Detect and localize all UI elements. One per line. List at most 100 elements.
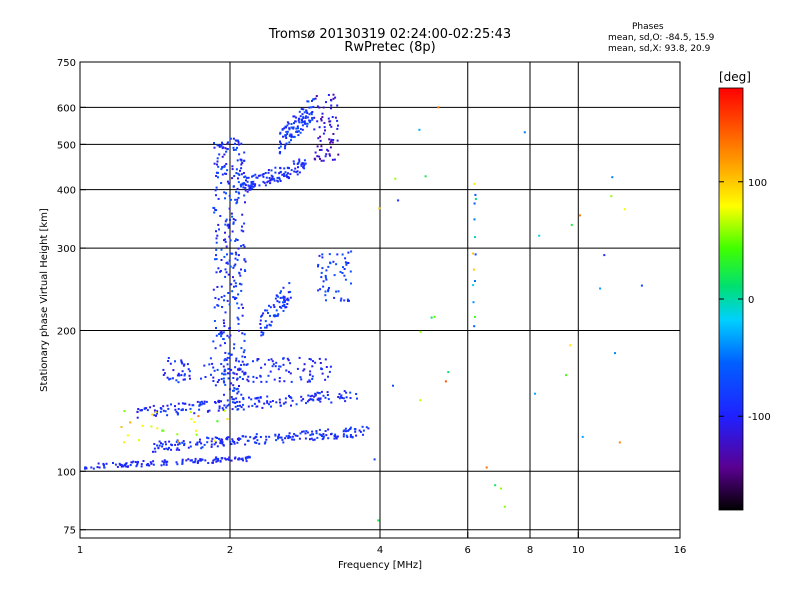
- data-point: [309, 434, 312, 437]
- data-point: [280, 142, 282, 145]
- data-point: [322, 106, 325, 109]
- data-point: [177, 381, 180, 384]
- data-point: [244, 456, 247, 459]
- phases-x-mode-stats: mean, sd,X: 93.8, 20.9: [608, 44, 711, 54]
- data-point: [181, 461, 184, 464]
- data-point: [261, 314, 264, 317]
- data-point: [334, 116, 337, 119]
- data-point: [195, 433, 198, 436]
- data-point: [285, 298, 288, 301]
- data-point: [239, 376, 242, 379]
- data-point: [302, 116, 305, 119]
- data-point: [327, 437, 330, 440]
- data-point: [225, 150, 228, 153]
- data-point: [216, 157, 219, 160]
- data-point: [285, 126, 287, 129]
- data-point: [222, 319, 225, 322]
- data-point: [164, 410, 167, 413]
- data-point: [333, 158, 336, 161]
- data-point: [219, 331, 222, 334]
- data-point: [338, 397, 341, 400]
- data-point: [307, 100, 310, 103]
- data-point: [238, 457, 241, 460]
- data-point: [223, 191, 226, 194]
- data-point: [241, 213, 244, 216]
- data-point: [276, 314, 279, 317]
- data-point: [214, 258, 216, 261]
- x-tick-label: 1: [77, 545, 83, 556]
- data-point: [278, 380, 281, 383]
- data-point: [262, 175, 265, 178]
- data-point: [303, 111, 306, 114]
- data-point: [285, 435, 288, 438]
- data-point: [155, 414, 157, 417]
- data-point: [349, 434, 352, 436]
- data-point: [288, 282, 291, 285]
- data-point: [162, 463, 165, 466]
- data-point: [241, 355, 244, 358]
- data-point: [335, 290, 338, 293]
- data-point: [213, 320, 216, 322]
- data-point: [282, 357, 285, 360]
- data-point: [349, 427, 352, 430]
- data-point: [293, 115, 296, 118]
- data-point: [348, 299, 350, 302]
- data-point: [430, 316, 433, 319]
- data-point: [242, 172, 245, 174]
- data-point: [472, 284, 475, 287]
- data-point: [308, 113, 311, 116]
- data-point: [244, 187, 247, 189]
- data-point: [362, 429, 365, 432]
- data-point: [241, 314, 244, 317]
- data-point: [345, 261, 348, 264]
- data-point: [310, 437, 313, 440]
- data-point: [330, 138, 333, 141]
- data-point: [270, 358, 273, 361]
- data-point: [278, 178, 281, 181]
- data-point: [343, 429, 346, 432]
- data-point: [225, 406, 228, 409]
- data-point: [330, 125, 333, 128]
- data-point: [322, 285, 325, 288]
- data-point: [203, 400, 206, 403]
- data-point: [317, 289, 320, 292]
- data-point: [234, 142, 236, 145]
- data-point: [283, 296, 286, 299]
- data-point: [274, 171, 277, 174]
- data-point: [312, 433, 314, 436]
- data-point: [238, 368, 241, 371]
- data-point: [240, 364, 243, 366]
- data-point: [237, 307, 240, 310]
- data-point: [243, 176, 246, 179]
- data-point: [274, 434, 277, 437]
- data-point: [290, 139, 292, 142]
- data-point: [292, 126, 295, 129]
- data-point: [152, 404, 155, 407]
- data-point: [346, 436, 349, 438]
- data-point: [204, 376, 207, 378]
- data-point: [228, 207, 231, 210]
- data-point: [237, 318, 240, 321]
- data-point: [204, 459, 207, 462]
- data-point: [229, 440, 232, 443]
- data-point: [225, 437, 228, 440]
- data-point: [335, 263, 338, 266]
- data-point: [244, 189, 247, 192]
- data-point: [285, 130, 288, 133]
- data-point: [234, 251, 237, 254]
- data-point: [300, 399, 303, 402]
- data-point: [367, 427, 370, 430]
- data-point: [237, 172, 240, 175]
- data-point: [183, 373, 186, 376]
- data-point: [180, 361, 183, 364]
- data-point: [306, 400, 309, 403]
- data-point: [125, 462, 128, 465]
- data-point: [336, 139, 339, 142]
- data-point: [324, 430, 327, 432]
- data-point: [98, 466, 101, 469]
- data-point: [261, 173, 264, 176]
- data-point: [216, 437, 219, 439]
- data-point: [211, 362, 214, 365]
- data-point: [262, 173, 265, 175]
- data-point: [232, 384, 235, 387]
